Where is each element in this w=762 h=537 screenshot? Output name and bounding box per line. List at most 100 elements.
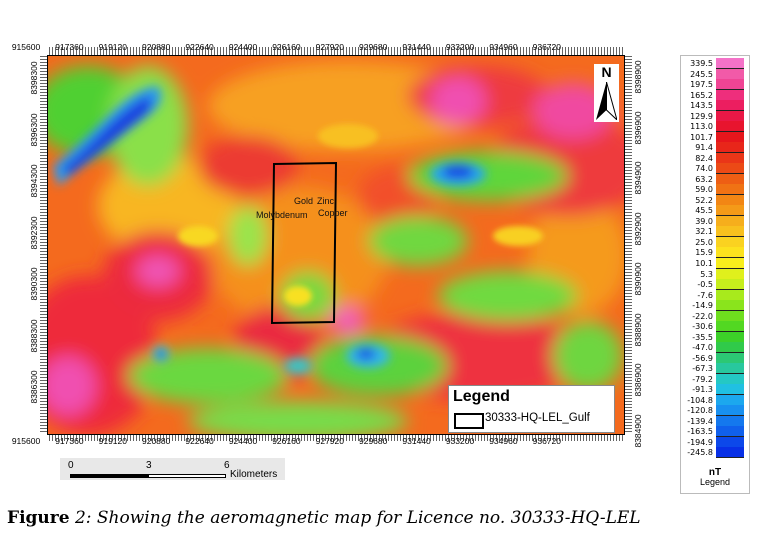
x-bottom-tick-label: 929680 <box>359 436 388 446</box>
x-bottom-tick-label: 926160 <box>272 436 301 446</box>
colorbar-value: -22.0 <box>692 311 713 321</box>
colorbar-swatch <box>716 289 744 301</box>
colorbar-value: -7.6 <box>697 290 713 300</box>
colorbar-value: -194.9 <box>687 437 713 447</box>
label-molybdenum: Molybdenum <box>256 210 308 220</box>
colorbar-swatch <box>716 258 744 270</box>
label-copper: Copper <box>318 208 348 218</box>
legend-title: Legend <box>453 388 510 405</box>
colorbar-swatch <box>716 426 744 438</box>
x-bottom-tick-label: 924400 <box>228 436 258 446</box>
scale-label-3: 3 <box>146 460 152 471</box>
y-left-tick-label: 8392300 <box>29 215 39 250</box>
north-arrow: N <box>594 64 619 122</box>
colorbar-value: 39.0 <box>695 216 713 226</box>
colorbar-swatch <box>716 415 744 427</box>
colorbar-swatch <box>716 405 744 417</box>
colorbar-value: 10.1 <box>695 259 713 268</box>
colorbar-swatch <box>716 58 744 70</box>
caption-text: : Showing the aeromagnetic map for Licen… <box>85 508 641 528</box>
colorbar-swatch <box>716 226 744 238</box>
colorbar-value: 63.2 <box>695 174 713 184</box>
y-right-tick-label: 8388900 <box>633 312 643 347</box>
x-bottom-tick-label: 920880 <box>142 436 171 446</box>
colorbar-swatch <box>716 89 744 101</box>
colorbar-swatch <box>716 131 744 143</box>
x-bottom-tick-label: 934960 <box>489 436 518 446</box>
colorbar-swatch <box>716 163 744 175</box>
colorbar-swatch <box>716 352 744 364</box>
colorbar-swatch <box>716 436 744 448</box>
x-bottom-tick-label: 927920 <box>315 436 344 446</box>
aeromagnetic-map[interactable]: Gold Zinc Copper Molybdenum N Legend 303… <box>47 55 625 435</box>
colorbar-swatch <box>716 300 744 312</box>
x-bottom-tick-label: 919120 <box>98 436 127 446</box>
label-zinc: Zinc <box>317 196 335 206</box>
y-left-tick-label: 8390300 <box>29 267 39 301</box>
colorbar-swatch <box>716 152 744 164</box>
colorbar-value: -14.9 <box>692 301 713 311</box>
colorbar-swatch <box>716 373 744 385</box>
colorbar-value: 91.4 <box>695 143 713 153</box>
y-left-tick-label: 8386300 <box>29 370 39 404</box>
licence-boundary[interactable] <box>270 161 338 325</box>
colorbar-swatch <box>716 100 744 112</box>
colorbar-swatch <box>716 279 744 291</box>
colorbar-value: 197.5 <box>690 80 713 90</box>
colorbar-swatch <box>716 394 744 406</box>
x-bottom-tick-label: 915600 <box>11 436 41 446</box>
y-right-tick-label: 8396900 <box>633 110 643 145</box>
x-bottom-tick-label: 936720 <box>532 436 561 446</box>
colorbar-value: 101.7 <box>690 132 713 142</box>
colorbar-value: -163.5 <box>687 427 713 437</box>
colorbar-swatch <box>716 384 744 396</box>
map-tick-rulers <box>40 47 632 441</box>
colorbar-swatch <box>716 121 744 133</box>
y-right-tick-label: 8390900 <box>633 262 643 296</box>
label-gold: Gold <box>294 196 314 206</box>
caption-label: Figure <box>7 508 70 528</box>
colorbar-value: 129.9 <box>690 111 713 121</box>
colorbar-swatch <box>716 79 744 91</box>
x-bottom-tick-label: 917360 <box>55 436 84 446</box>
colorbar-value: 25.0 <box>695 237 713 247</box>
colorbar-value: -139.4 <box>687 416 713 426</box>
y-left-tick-label: 8388300 <box>29 318 39 353</box>
caption-number: 2 <box>69 508 86 528</box>
colorbar-swatch <box>716 173 744 185</box>
colorbar-swatch <box>716 194 744 206</box>
colorbar-value: -120.8 <box>687 406 713 416</box>
colorbar-value: 143.5 <box>690 101 713 111</box>
north-arrow-icon <box>596 82 617 120</box>
colorbar-swatch <box>716 321 744 333</box>
colorbar-value: -56.9 <box>692 353 713 363</box>
colorbar-swatch <box>716 184 744 196</box>
colorbar-value: 113.0 <box>690 122 713 132</box>
colorbar-value: 59.0 <box>695 185 713 195</box>
map-legend: Legend 30333-HQ-LEL_Gulf <box>448 385 615 433</box>
colorbar-value: -91.3 <box>692 385 713 395</box>
colorbar-swatch <box>716 342 744 354</box>
x-bottom-tick-label: 922640 <box>185 436 214 446</box>
colorbar-value: 82.4 <box>695 153 713 163</box>
colorbar-swatch <box>716 310 744 322</box>
y-right-tick-label: 8384900 <box>633 413 643 448</box>
colorbar-value: 245.5 <box>690 69 713 79</box>
y-left-tick-label: 8394300 <box>29 164 39 198</box>
colorbar-value: -104.8 <box>687 395 713 405</box>
colorbar-swatch <box>716 110 744 122</box>
colorbar-swatch <box>716 205 744 217</box>
scale-label-0: 0 <box>68 460 74 471</box>
colorbar-value: -67.3 <box>692 364 713 374</box>
colorbar-swatch <box>716 331 744 343</box>
x-bottom-tick-label: 933200 <box>445 436 475 446</box>
colorbar-swatch <box>716 142 744 154</box>
magnetic-field-raster <box>48 56 624 434</box>
colorbar-swatch <box>716 68 744 80</box>
figure-caption: Figure 2: Showing the aeromagnetic map f… <box>7 508 641 528</box>
colorbar-value: -245.8 <box>687 448 713 458</box>
colorbar-swatch <box>716 236 744 248</box>
legend-item-label: 30333-HQ-LEL_Gulf <box>485 412 590 424</box>
y-left-tick-label: 8396300 <box>29 112 39 147</box>
legend-swatch <box>454 413 484 429</box>
